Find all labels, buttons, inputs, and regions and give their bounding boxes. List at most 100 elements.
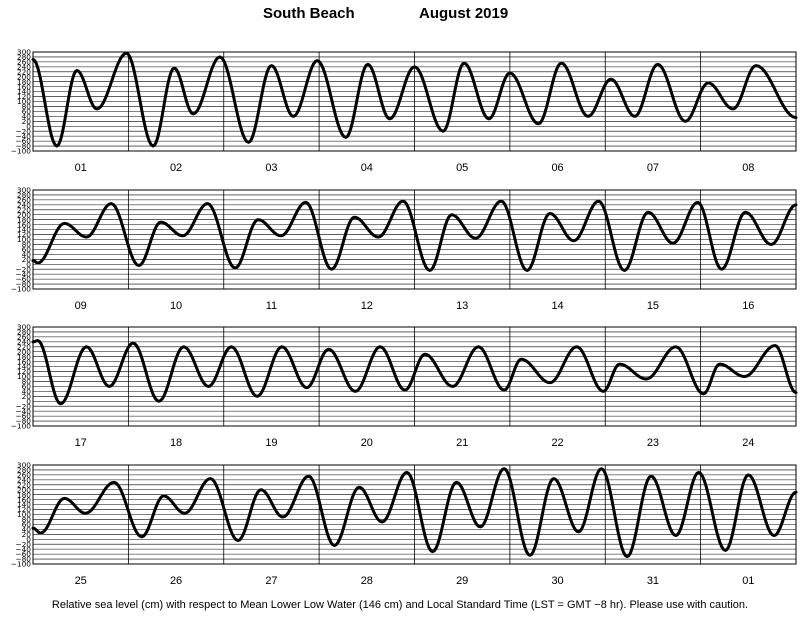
y-tick-label: 260 <box>17 471 31 480</box>
station-name: South Beach <box>263 5 355 22</box>
y-tick-label: 240 <box>17 200 31 209</box>
day-label: 04 <box>361 162 373 174</box>
y-tick-label: 40 <box>22 250 32 259</box>
y-tick-label: 240 <box>17 475 31 484</box>
day-label: 07 <box>647 162 659 174</box>
chart-footnote: Relative sea level (cm) with respect to … <box>51 599 749 611</box>
y-tick-label: −20 <box>15 265 31 274</box>
y-tick-label: 20 <box>22 530 32 539</box>
y-tick-label: 280 <box>17 328 31 337</box>
y-tick-label: 280 <box>17 53 31 62</box>
day-label: 19 <box>265 437 277 449</box>
y-tick-label: 160 <box>17 357 31 366</box>
y-tick-label: 40 <box>22 387 32 396</box>
day-label: 31 <box>647 575 659 587</box>
y-tick-label: −100 <box>11 147 32 156</box>
day-label: 17 <box>75 437 87 449</box>
y-tick-label: 160 <box>17 82 31 91</box>
y-tick-label: 60 <box>22 245 32 254</box>
day-label: 24 <box>742 437 754 449</box>
day-label: 01 <box>75 162 87 174</box>
day-label: 16 <box>742 300 754 312</box>
y-tick-label: 280 <box>17 191 31 200</box>
day-label: 18 <box>170 437 182 449</box>
y-tick-label: 140 <box>17 362 31 371</box>
y-tick-label: 40 <box>22 112 32 121</box>
y-tick-label: 260 <box>17 196 31 205</box>
y-tick-label: 60 <box>22 382 32 391</box>
y-tick-label: −20 <box>15 540 31 549</box>
y-tick-label: 40 <box>22 525 32 534</box>
y-tick-label: 80 <box>22 515 32 524</box>
day-label: 05 <box>456 162 468 174</box>
y-tick-label: 20 <box>22 255 32 264</box>
y-tick-label: −60 <box>15 137 31 146</box>
y-tick-label: −20 <box>15 127 31 136</box>
day-label: 12 <box>361 300 373 312</box>
day-label: 01 <box>742 575 754 587</box>
y-tick-label: 220 <box>17 205 31 214</box>
day-label: 28 <box>361 575 373 587</box>
chart-title: South Beach August 2019 <box>0 5 800 25</box>
y-tick-label: 120 <box>17 92 31 101</box>
tide-curve <box>31 339 798 406</box>
day-label: 15 <box>647 300 659 312</box>
tide-curve <box>31 51 798 148</box>
day-label: 22 <box>551 437 563 449</box>
y-tick-label: 300 <box>17 461 31 470</box>
day-label: 25 <box>75 575 87 587</box>
y-tick-label: −60 <box>15 550 31 559</box>
day-label: 06 <box>551 162 563 174</box>
y-tick-label: −60 <box>15 275 31 284</box>
y-tick-label: 200 <box>17 485 31 494</box>
y-tick-label: 240 <box>17 62 31 71</box>
plot-frame <box>32 51 797 152</box>
plot-frame <box>32 464 797 565</box>
day-label: 10 <box>170 300 182 312</box>
y-tick-label: −40 <box>15 132 31 141</box>
y-tick-label: 120 <box>17 505 31 514</box>
y-tick-label: −100 <box>11 285 32 294</box>
y-tick-label: −80 <box>15 555 31 564</box>
y-tick-label: −80 <box>15 280 31 289</box>
plot-frame <box>32 189 797 290</box>
y-tick-label: −40 <box>15 270 31 279</box>
y-tick-label: 200 <box>17 210 31 219</box>
y-tick-label: 20 <box>22 392 32 401</box>
day-label: 08 <box>742 162 754 174</box>
y-tick-label: 0 <box>26 397 31 406</box>
y-tick-label: 80 <box>22 240 32 249</box>
y-tick-label: 220 <box>17 480 31 489</box>
y-tick-label: 300 <box>17 48 31 57</box>
y-tick-label: −80 <box>15 417 31 426</box>
month-year: August 2019 <box>419 5 509 22</box>
y-tick-label: 220 <box>17 67 31 76</box>
y-tick-label: 160 <box>17 495 31 504</box>
tide-curve <box>31 199 798 272</box>
day-label: 26 <box>170 575 182 587</box>
y-tick-label: 260 <box>17 58 31 67</box>
y-tick-label: 100 <box>17 510 31 519</box>
y-tick-label: 180 <box>17 215 31 224</box>
y-tick-label: 60 <box>22 520 32 529</box>
y-tick-label: −40 <box>15 545 31 554</box>
y-tick-label: 100 <box>17 372 31 381</box>
y-tick-label: −20 <box>15 402 31 411</box>
y-tick-label: 140 <box>17 500 31 509</box>
y-tick-label: 0 <box>26 122 31 131</box>
day-label: 21 <box>456 437 468 449</box>
y-tick-label: 300 <box>17 186 31 195</box>
y-tick-label: 100 <box>17 97 31 106</box>
y-tick-label: 160 <box>17 220 31 229</box>
day-label: 02 <box>170 162 182 174</box>
day-label: 23 <box>647 437 659 449</box>
y-tick-label: 0 <box>26 535 31 544</box>
y-tick-label: 20 <box>22 117 32 126</box>
y-tick-label: −100 <box>11 560 32 569</box>
y-tick-label: 180 <box>17 77 31 86</box>
y-tick-label: 180 <box>17 490 31 499</box>
y-tick-label: 100 <box>17 235 31 244</box>
y-tick-label: −40 <box>15 407 31 416</box>
y-tick-label: 120 <box>17 230 31 239</box>
day-label: 09 <box>75 300 87 312</box>
